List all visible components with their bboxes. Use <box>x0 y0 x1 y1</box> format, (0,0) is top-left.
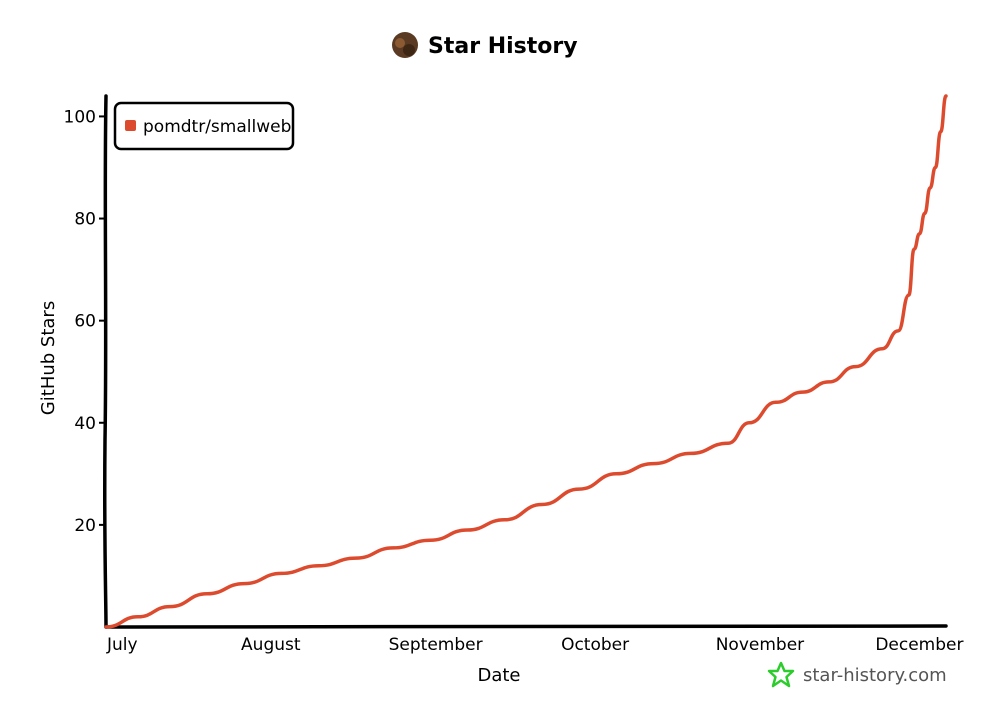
y-tick-label: 80 <box>74 210 96 230</box>
watermark: star-history.com <box>767 661 947 688</box>
y-axis-label: GitHub Stars <box>38 301 59 415</box>
y-tick-label: 60 <box>74 312 96 332</box>
x-axis-label: Date <box>477 665 520 686</box>
y-axis-line <box>102 94 108 629</box>
y-tick-label: 20 <box>74 516 96 536</box>
series-layer <box>104 94 948 629</box>
legend-swatch <box>125 120 136 131</box>
x-axis-line <box>104 624 948 629</box>
x-tick-label: September <box>389 635 483 655</box>
star-icon <box>767 661 795 688</box>
x-tick-label: November <box>716 635 804 655</box>
legend-box <box>113 101 295 151</box>
chart-title: Star History <box>428 34 578 59</box>
chart-title-group: Star History <box>392 32 578 59</box>
x-tick-label: July <box>106 635 138 655</box>
y-tick-label: 100 <box>64 107 96 127</box>
legend-label: pomdtr/smallweb <box>143 117 291 137</box>
x-tick-label: August <box>241 635 301 655</box>
avatar-icon <box>392 32 418 58</box>
x-axis-ticks: July August September October November Decemb… <box>106 635 964 655</box>
series-line-0 <box>104 94 948 629</box>
y-axis-ticks: 20 40 60 80 100 <box>64 107 106 536</box>
x-tick-label: October <box>561 635 629 655</box>
y-tick-label: 40 <box>74 414 96 434</box>
legend: pomdtr/smallweb <box>113 101 295 151</box>
watermark-text: star-history.com <box>803 665 947 686</box>
x-tick-label: December <box>875 635 963 655</box>
